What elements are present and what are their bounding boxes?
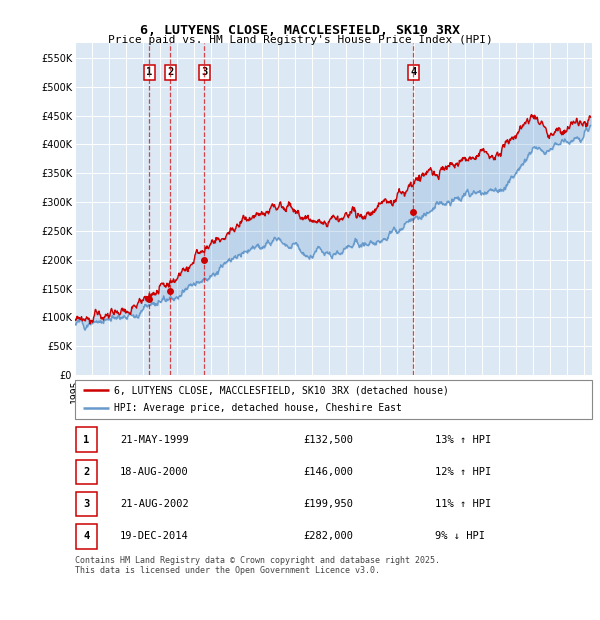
Text: 21-AUG-2002: 21-AUG-2002 <box>120 499 189 509</box>
Text: 4: 4 <box>410 67 416 78</box>
Text: 6, LUTYENS CLOSE, MACCLESFIELD, SK10 3RX: 6, LUTYENS CLOSE, MACCLESFIELD, SK10 3RX <box>140 24 460 37</box>
Text: 19-DEC-2014: 19-DEC-2014 <box>120 531 189 541</box>
Text: 13% ↑ HPI: 13% ↑ HPI <box>435 435 491 445</box>
Text: 9% ↓ HPI: 9% ↓ HPI <box>435 531 485 541</box>
Text: Contains HM Land Registry data © Crown copyright and database right 2025.
This d: Contains HM Land Registry data © Crown c… <box>75 556 440 575</box>
Text: £199,950: £199,950 <box>303 499 353 509</box>
Text: 4: 4 <box>83 531 89 541</box>
Text: 18-AUG-2000: 18-AUG-2000 <box>120 467 189 477</box>
Text: 11% ↑ HPI: 11% ↑ HPI <box>435 499 491 509</box>
Text: 6, LUTYENS CLOSE, MACCLESFIELD, SK10 3RX (detached house): 6, LUTYENS CLOSE, MACCLESFIELD, SK10 3RX… <box>114 386 449 396</box>
Text: 12% ↑ HPI: 12% ↑ HPI <box>435 467 491 477</box>
Text: 21-MAY-1999: 21-MAY-1999 <box>120 435 189 445</box>
Text: 3: 3 <box>201 67 208 78</box>
Text: 2: 2 <box>167 67 173 78</box>
Text: 2: 2 <box>83 467 89 477</box>
FancyBboxPatch shape <box>75 380 592 419</box>
Text: £282,000: £282,000 <box>303 531 353 541</box>
Text: HPI: Average price, detached house, Cheshire East: HPI: Average price, detached house, Ches… <box>114 403 401 413</box>
Text: 1: 1 <box>146 67 152 78</box>
Text: 3: 3 <box>83 499 89 509</box>
Text: 1: 1 <box>83 435 89 445</box>
Text: Price paid vs. HM Land Registry's House Price Index (HPI): Price paid vs. HM Land Registry's House … <box>107 35 493 45</box>
Text: £132,500: £132,500 <box>303 435 353 445</box>
FancyBboxPatch shape <box>76 427 97 452</box>
Text: £146,000: £146,000 <box>303 467 353 477</box>
FancyBboxPatch shape <box>76 459 97 484</box>
FancyBboxPatch shape <box>76 492 97 516</box>
FancyBboxPatch shape <box>76 524 97 549</box>
